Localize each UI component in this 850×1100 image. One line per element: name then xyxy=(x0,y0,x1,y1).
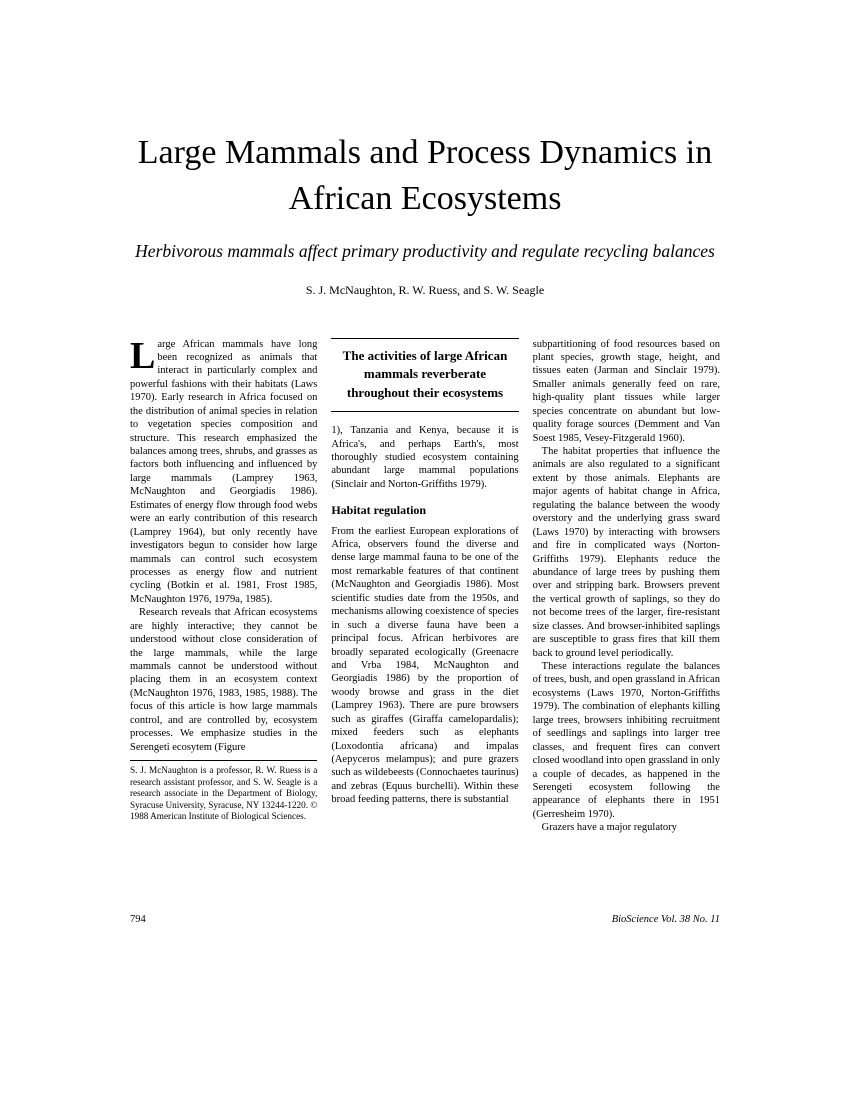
article-subtitle: Herbivorous mammals affect primary produ… xyxy=(130,240,720,263)
col3-paragraph-1: subpartitioning of food resources based … xyxy=(533,338,720,446)
pullquote: The activities of large African mammals … xyxy=(331,338,518,413)
col3-paragraph-4: Grazers have a major regulatory xyxy=(533,821,720,834)
dropcap: L xyxy=(130,338,157,372)
author-footnote: S. J. McNaughton is a professor, R. W. R… xyxy=(130,765,317,823)
page-number: 794 xyxy=(130,914,146,925)
col1-paragraph-1: Large African mammals have long been rec… xyxy=(130,338,317,607)
column-2: The activities of large African mammals … xyxy=(331,338,518,835)
footnote-rule xyxy=(130,760,317,761)
col3-paragraph-2: The habitat properties that influence th… xyxy=(533,445,720,660)
page-footer: 794 BioScience Vol. 38 No. 11 xyxy=(130,914,720,925)
col2-paragraph-2: From the earliest European explorations … xyxy=(331,525,518,807)
column-1: Large African mammals have long been rec… xyxy=(130,338,317,835)
column-3: subpartitioning of food resources based … xyxy=(533,338,720,835)
section-heading-habitat: Habitat regulation xyxy=(331,503,518,518)
col1-p1-text: arge African mammals have long been reco… xyxy=(130,339,317,605)
journal-citation: BioScience Vol. 38 No. 11 xyxy=(612,914,720,925)
article-title: Large Mammals and Process Dynamics in Af… xyxy=(130,130,720,222)
col2-paragraph-1: 1), Tanzania and Kenya, because it is Af… xyxy=(331,424,518,491)
page-content: Large Mammals and Process Dynamics in Af… xyxy=(130,130,720,835)
body-columns: Large African mammals have long been rec… xyxy=(130,338,720,835)
col1-paragraph-2: Research reveals that African ecosystems… xyxy=(130,606,317,754)
col3-paragraph-3: These interactions regulate the balances… xyxy=(533,660,720,821)
article-authors: S. J. McNaughton, R. W. Ruess, and S. W.… xyxy=(130,283,720,298)
